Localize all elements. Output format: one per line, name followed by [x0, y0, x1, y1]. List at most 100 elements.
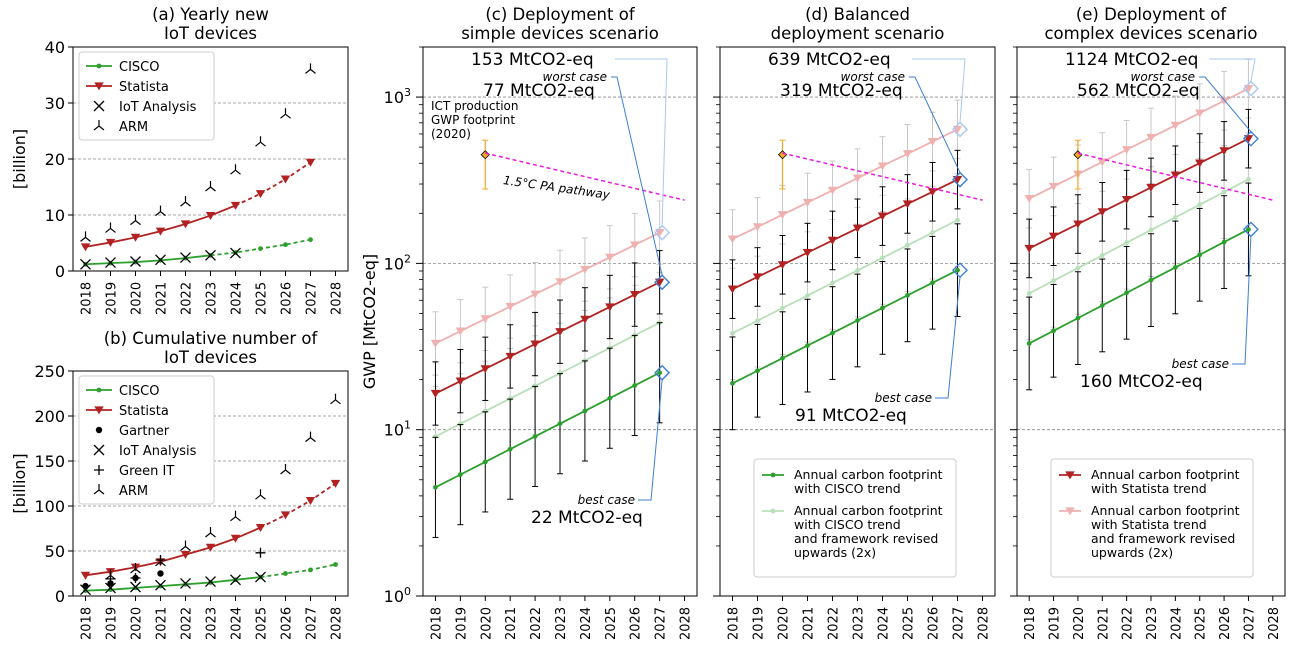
data-point: [505, 302, 515, 311]
label-line: 2024: [230, 282, 245, 315]
legend-label: ARM: [119, 120, 148, 135]
data-point: [532, 434, 538, 439]
panel-e: 2018 2019 2020 2021 2022 2023 2024 2025 2026 2027…: [1010, 5, 1286, 640]
label-line: Green IT: [119, 464, 174, 479]
label-line: best case: [875, 391, 932, 405]
label-line: 2020: [1072, 607, 1087, 640]
legend-label: Annual carbon footprint with Statista tre…: [1091, 467, 1240, 496]
data-point: [105, 238, 116, 247]
x-tick-label: 2025: [604, 607, 619, 640]
data-point: [105, 582, 116, 594]
data-point: [280, 464, 291, 475]
label-line: 2020: [130, 607, 145, 640]
upper-leader: [615, 58, 668, 226]
ict-point: [777, 150, 788, 160]
label-line: 150: [34, 452, 65, 471]
data-point: [283, 242, 288, 248]
label-line: with CISCO trend: [794, 481, 901, 496]
label-line: [billion]: [10, 453, 29, 513]
x-tick-label: 2018: [727, 607, 742, 640]
data-point: [1124, 240, 1130, 246]
data-point: [852, 224, 863, 233]
data-point: [1024, 195, 1034, 204]
best-case-label: best case: [875, 391, 932, 405]
data-point: [230, 534, 241, 543]
upper-value-label: 153 MtCO2-eq: [471, 50, 594, 70]
label-line: 1.5°C PA pathway: [502, 173, 611, 202]
data-point: [280, 175, 291, 184]
data-point: [830, 280, 835, 286]
data-point: [1197, 202, 1203, 208]
data-point: [1170, 121, 1181, 130]
label-line: 2022: [529, 607, 544, 640]
data-point: [855, 318, 860, 323]
data-point: [805, 343, 810, 349]
data-point: [630, 241, 640, 250]
best-case-marker: [1242, 221, 1259, 238]
label-line: 2026: [280, 282, 295, 315]
data-point: [255, 524, 266, 532]
data-point: [80, 231, 91, 242]
legend-label: Green IT: [119, 464, 174, 479]
label-line: best case: [578, 493, 635, 507]
series-line: [435, 281, 661, 395]
label-line: deployment scenario: [771, 24, 945, 43]
label-line: 50: [45, 542, 65, 561]
data-point: [1243, 85, 1254, 94]
label-line: Annual carbon footprint: [794, 503, 943, 518]
worst-case-marker: [1242, 130, 1259, 147]
series-line: [435, 231, 661, 345]
data-point: [155, 579, 166, 591]
data-point: [205, 211, 216, 220]
label-line: 319 MtCO2-eq: [780, 81, 903, 101]
y-tick-label: 101: [384, 419, 411, 440]
data-point: [827, 186, 838, 195]
best-case-leader: [935, 277, 961, 399]
data-point: [877, 162, 888, 171]
data-point: [1026, 341, 1032, 346]
data-point: [777, 211, 788, 220]
data-point: [455, 377, 466, 386]
series-line: [1028, 228, 1249, 345]
legend-marker: [94, 82, 104, 91]
label-line: 2027: [952, 607, 967, 640]
label-line: worst case: [841, 70, 905, 84]
series-line: [85, 576, 261, 592]
worst-case-value: 319 MtCO2-eq: [780, 81, 903, 101]
legend-marker: [96, 63, 102, 69]
x-tick-label: 2023: [1145, 607, 1160, 640]
data-point: [930, 230, 935, 236]
data-point: [258, 246, 263, 252]
label-line: 0: [55, 587, 65, 606]
best-case-value: 91 MtCO2-eq: [795, 406, 907, 426]
best-case-label: best case: [1172, 357, 1229, 371]
data-point: [180, 577, 191, 589]
label-line: Annual carbon footprint: [1091, 503, 1240, 518]
data-point: [802, 249, 813, 258]
data-point: [952, 175, 963, 184]
data-point: [130, 563, 141, 574]
label-line: 2019: [105, 282, 120, 315]
worst-case-value: 77 MtCO2-eq: [483, 81, 595, 101]
y-tick-base: 10: [384, 421, 404, 440]
legend-marker: [95, 426, 103, 434]
label-line: 2028: [679, 607, 694, 640]
label-line: 2021: [1096, 607, 1111, 640]
x-tick-label: 2022: [180, 607, 195, 640]
x-tick-label: 2021: [155, 282, 170, 315]
worst-case-label: worst case: [543, 70, 607, 84]
label-line: 2028: [330, 282, 345, 315]
data-point: [1195, 109, 1205, 118]
data-point: [1146, 133, 1156, 142]
data-point: [430, 389, 441, 398]
label-line: 2028: [977, 607, 992, 640]
data-point: [580, 265, 590, 274]
label-line: 22 MtCO2-eq: [531, 508, 643, 528]
label-line: 2027: [305, 282, 320, 315]
data-point: [657, 370, 663, 376]
data-point: [955, 217, 960, 223]
series-line: [435, 371, 661, 489]
data-point: [952, 125, 963, 134]
data-point: [255, 547, 266, 558]
